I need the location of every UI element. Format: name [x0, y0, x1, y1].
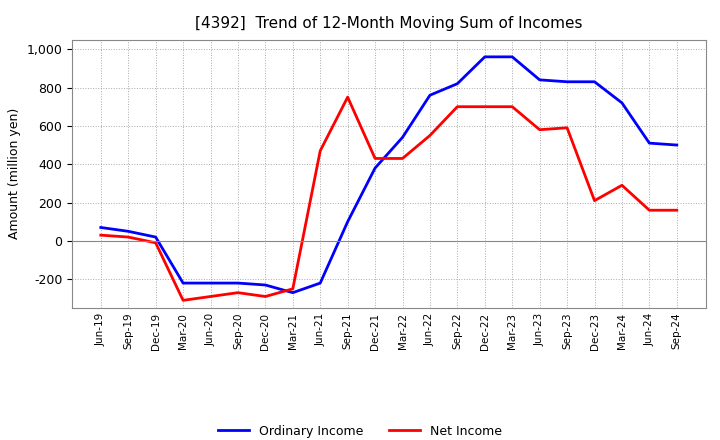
Ordinary Income	[618, 100, 626, 106]
Net Income	[426, 133, 434, 138]
Ordinary Income	[563, 79, 572, 84]
Net Income	[96, 232, 105, 238]
Ordinary Income	[645, 140, 654, 146]
Net Income	[453, 104, 462, 109]
Line: Ordinary Income: Ordinary Income	[101, 57, 677, 293]
Net Income	[563, 125, 572, 130]
Ordinary Income	[316, 280, 325, 286]
Ordinary Income	[151, 235, 160, 240]
Ordinary Income	[289, 290, 297, 295]
Net Income	[261, 294, 270, 299]
Ordinary Income	[179, 280, 187, 286]
Net Income	[480, 104, 489, 109]
Ordinary Income	[398, 135, 407, 140]
Net Income	[316, 148, 325, 154]
Title: [4392]  Trend of 12-Month Moving Sum of Incomes: [4392] Trend of 12-Month Moving Sum of I…	[195, 16, 582, 32]
Ordinary Income	[453, 81, 462, 86]
Ordinary Income	[206, 280, 215, 286]
Net Income	[151, 240, 160, 246]
Net Income	[343, 95, 352, 100]
Ordinary Income	[480, 54, 489, 59]
Net Income	[233, 290, 242, 295]
Ordinary Income	[233, 280, 242, 286]
Ordinary Income	[536, 77, 544, 82]
Net Income	[206, 294, 215, 299]
Ordinary Income	[343, 219, 352, 224]
Net Income	[590, 198, 599, 203]
Net Income	[179, 298, 187, 303]
Ordinary Income	[124, 229, 132, 234]
Ordinary Income	[672, 143, 681, 148]
Net Income	[508, 104, 516, 109]
Ordinary Income	[261, 282, 270, 288]
Line: Net Income: Net Income	[101, 97, 677, 301]
Net Income	[536, 127, 544, 132]
Net Income	[289, 286, 297, 291]
Net Income	[371, 156, 379, 161]
Net Income	[672, 208, 681, 213]
Y-axis label: Amount (million yen): Amount (million yen)	[8, 108, 21, 239]
Net Income	[398, 156, 407, 161]
Ordinary Income	[426, 92, 434, 98]
Ordinary Income	[96, 225, 105, 230]
Ordinary Income	[590, 79, 599, 84]
Legend: Ordinary Income, Net Income: Ordinary Income, Net Income	[213, 420, 507, 440]
Ordinary Income	[508, 54, 516, 59]
Net Income	[618, 183, 626, 188]
Net Income	[645, 208, 654, 213]
Net Income	[124, 235, 132, 240]
Ordinary Income	[371, 165, 379, 171]
